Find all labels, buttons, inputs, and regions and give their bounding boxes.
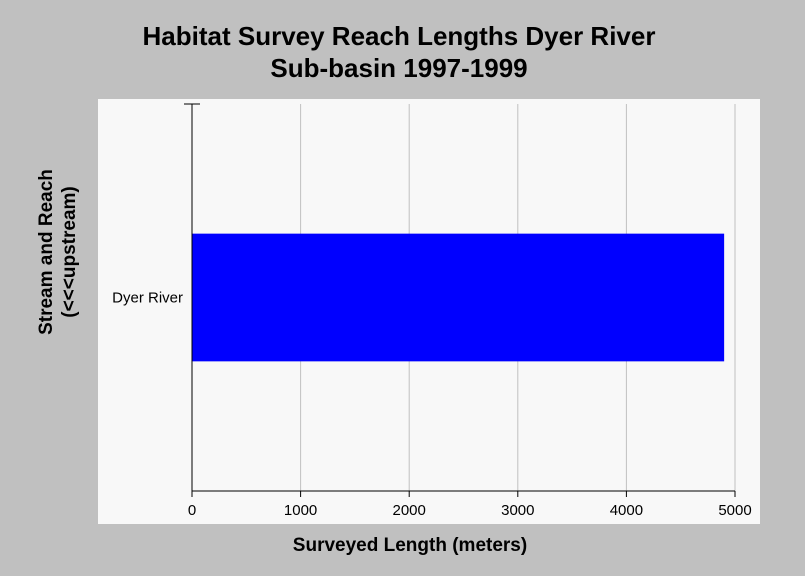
y-axis-label-line-1: Stream and Reach — [36, 169, 57, 335]
x-axis-label: Surveyed Length (meters) — [292, 535, 528, 556]
x-tick-label-3: 3000 — [501, 502, 534, 519]
y-axis-label-line-2: (<<<upstream) — [59, 186, 80, 318]
x-tick-label-1: 1000 — [284, 502, 317, 519]
chart-title-line-2: Sub-basin 1997-1999 — [270, 53, 528, 83]
x-tick-label-2: 2000 — [393, 502, 426, 519]
x-tick-label-5: 5000 — [718, 502, 751, 519]
x-tick-label-4: 4000 — [610, 502, 643, 519]
bar-0 — [192, 233, 725, 362]
chart-title: Habitat Survey Reach Lengths Dyer River … — [0, 20, 798, 84]
chart-title-line-1: Habitat Survey Reach Lengths Dyer River — [142, 21, 656, 51]
x-tick-label-0: 0 — [188, 502, 196, 519]
y-tick-label-0: Dyer River — [112, 290, 183, 307]
